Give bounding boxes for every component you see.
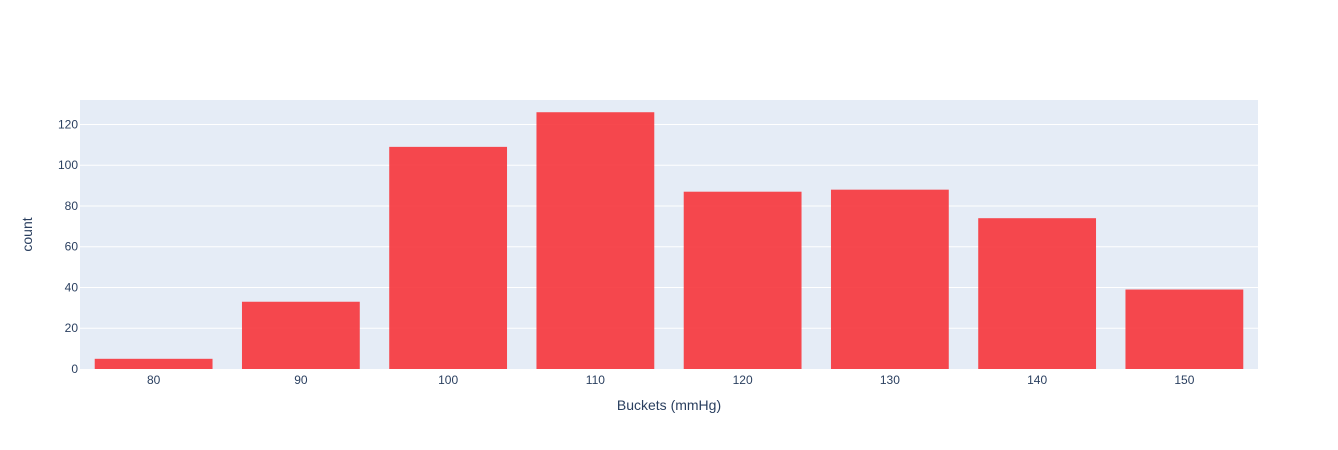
bar-120[interactable] [683,191,802,369]
y-tick-label: 120 [58,117,78,131]
bar-150[interactable] [1125,289,1244,369]
bar-100[interactable] [389,146,508,369]
y-tick-label: 20 [65,321,79,335]
y-axis-ticks: 0 20 40 60 80 100 120 [58,117,78,376]
x-axis-title: Buckets (mmHg) [617,397,721,413]
bar-80[interactable] [94,358,213,369]
y-tick-label: 40 [65,280,79,294]
bars [94,112,1244,370]
y-tick-label: 80 [65,199,79,213]
bar-90[interactable] [241,301,360,369]
y-tick-label: 100 [58,158,78,172]
x-tick-label: 80 [147,373,161,387]
x-tick-label: 140 [1027,373,1047,387]
x-tick-label: 110 [586,373,605,387]
y-axis-title: count [19,217,35,251]
y-tick-label: 60 [65,240,79,254]
bar-140[interactable] [978,218,1097,369]
x-axis-ticks: 80 90 100 110 120 130 140 150 [147,373,1195,387]
x-tick-label: 130 [880,373,900,387]
x-tick-label: 100 [438,373,458,387]
bar-110[interactable] [536,112,655,370]
bar-130[interactable] [830,189,949,369]
x-tick-label: 90 [294,373,308,387]
y-tick-label: 0 [71,362,78,376]
x-tick-label: 120 [733,373,753,387]
x-tick-label: 150 [1174,373,1194,387]
